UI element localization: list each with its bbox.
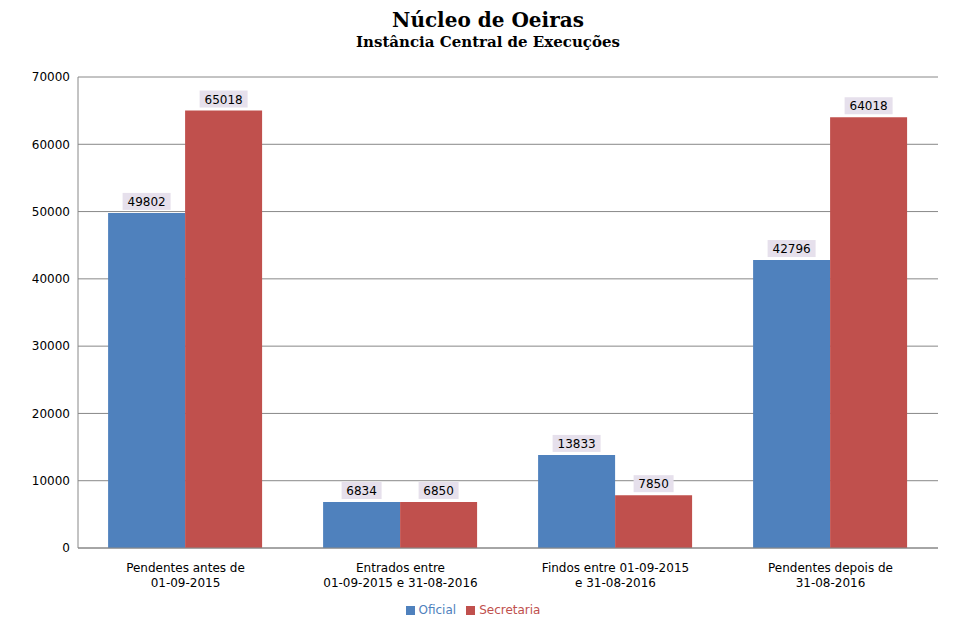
- html-text:Secretaria: Secretaria: [479, 603, 541, 617]
- svg-text:13833: 13833: [558, 437, 596, 451]
- svg-text:7850: 7850: [638, 477, 669, 491]
- svg-text:0: 0: [62, 541, 70, 555]
- svg-text:49802: 49802: [128, 195, 166, 209]
- svg-text:Pendentes depois de31-08-2016: Pendentes depois de31-08-2016: [768, 561, 893, 590]
- html-text:Núcleo de Oeiras: Núcleo de Oeiras: [392, 8, 584, 32]
- svg-text:50000: 50000: [32, 205, 70, 219]
- svg-text:Findos entre 01-09-2015e 31-08: Findos entre 01-09-2015e 31-08-2016: [542, 561, 689, 590]
- svg-text:64018: 64018: [850, 99, 888, 113]
- html-text:Oficial: Oficial: [418, 603, 457, 617]
- html-text:Instância Central de Execuções: Instância Central de Execuções: [356, 33, 620, 51]
- svg-text:65018: 65018: [205, 93, 243, 107]
- svg-text:30000: 30000: [32, 339, 70, 353]
- svg-text:70000: 70000: [32, 70, 70, 84]
- svg-text:20000: 20000: [32, 407, 70, 421]
- svg-text:6850: 6850: [423, 484, 454, 498]
- svg-text:Pendentes antes de01-09-2015: Pendentes antes de01-09-2015: [126, 561, 245, 590]
- svg-text:Entrados entre01-09-2015 e 31-: Entrados entre01-09-2015 e 31-08-2016: [323, 561, 478, 590]
- svg-text:40000: 40000: [32, 272, 70, 286]
- svg-text:60000: 60000: [32, 138, 70, 152]
- svg-text:6834: 6834: [346, 484, 377, 498]
- svg-text:10000: 10000: [32, 474, 70, 488]
- svg-text:42796: 42796: [773, 242, 811, 256]
